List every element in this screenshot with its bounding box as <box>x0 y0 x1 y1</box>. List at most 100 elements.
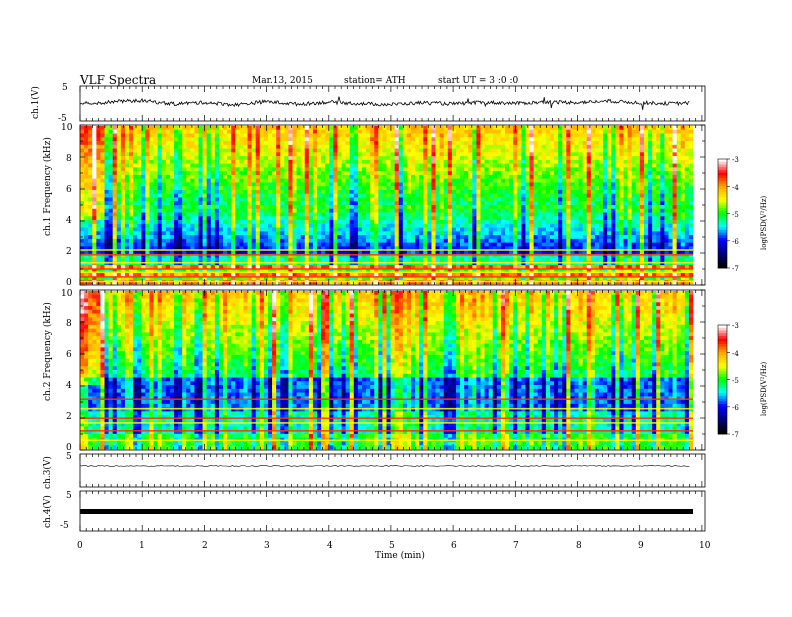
spectrogram-cell <box>415 223 420 228</box>
spectrogram-cell <box>206 193 212 198</box>
spectrogram-cell <box>386 171 391 176</box>
spectrogram-cell <box>627 137 632 142</box>
spectrogram-cell <box>554 246 559 251</box>
spectrogram-cell <box>472 171 477 176</box>
spectrogram-cell <box>570 126 575 131</box>
spectrogram-cell <box>231 156 236 161</box>
spectrogram-cell <box>366 186 371 191</box>
spectrogram-cell <box>439 220 445 225</box>
spectrogram-cell <box>337 212 342 217</box>
spectrogram-cell <box>157 167 163 172</box>
spectrogram-cell <box>259 129 265 134</box>
spectrogram-cell <box>88 156 93 161</box>
spectrogram-cell <box>198 126 203 131</box>
spectrogram-cell <box>664 137 669 142</box>
spectrogram-cell <box>586 231 592 236</box>
spectrogram-cell <box>615 171 620 176</box>
spectrogram-cell <box>263 148 269 153</box>
spectrogram-cell <box>284 223 289 228</box>
spectrogram-cell <box>194 144 199 149</box>
spectrogram-cell <box>173 178 179 183</box>
spectrogram-cell <box>321 137 326 142</box>
spectrogram-cell <box>460 238 465 243</box>
spectrogram-cell <box>206 126 212 131</box>
spectrogram-cell <box>153 148 158 153</box>
spectrogram-cell <box>296 242 301 247</box>
spectrogram-cell <box>386 208 391 213</box>
spectrogram-cell <box>496 205 502 210</box>
spectrogram-cell <box>672 212 677 217</box>
spectrogram-cell <box>672 171 677 176</box>
spectrogram-cell <box>472 167 477 172</box>
spectrogram-cell <box>84 156 89 161</box>
spectrogram-cell <box>537 133 543 138</box>
spectrogram-cell <box>337 163 342 168</box>
spectrogram-cell <box>382 212 387 217</box>
spectrogram-cell <box>235 133 240 138</box>
spectrogram-cell <box>108 133 113 138</box>
spectrogram-cell <box>141 126 146 131</box>
spectrogram-cell <box>370 197 375 202</box>
spectrogram-cell <box>394 238 400 243</box>
spectrogram-cell <box>451 208 457 213</box>
spectrogram-cell <box>357 212 363 217</box>
spectrogram-cell <box>464 205 469 210</box>
spectrogram-cell <box>267 156 273 161</box>
spectrogram-cell <box>120 205 126 210</box>
spectrogram-cell <box>341 171 346 176</box>
spectrogram-cell <box>680 235 686 240</box>
spectrogram-cell <box>263 246 269 251</box>
spectrogram-cell <box>541 231 547 236</box>
spectrogram-cell <box>599 205 604 210</box>
spectrogram-cell <box>558 197 563 202</box>
spectrogram-cell <box>451 156 457 161</box>
spectrogram-cell <box>169 216 175 221</box>
spectrogram-cell <box>272 163 277 168</box>
spectrogram-cell <box>460 137 465 142</box>
spectrogram-cell <box>341 148 346 153</box>
spectrogram-cell <box>537 212 543 217</box>
spectrogram-cell <box>202 250 207 255</box>
spectrogram-cell <box>198 197 203 202</box>
spectrogram-cell <box>464 201 469 206</box>
spectrogram-cell <box>562 126 567 131</box>
spectrogram-cell <box>623 141 628 146</box>
spectrogram-cell <box>570 242 575 247</box>
spectrogram-cell <box>357 171 363 176</box>
spectrogram-cell <box>676 186 682 191</box>
spectrogram-cell <box>80 152 85 157</box>
spectrogram-cell <box>378 189 383 195</box>
spectrogram-cell <box>235 171 240 176</box>
spectrogram-cell <box>656 208 661 213</box>
spectrogram-cell <box>374 235 379 240</box>
spectrogram-cell <box>223 178 228 183</box>
spectrogram-cell <box>660 231 665 236</box>
spectrogram-cell <box>366 238 371 243</box>
spectrogram-cell <box>353 167 359 172</box>
spectrogram-cell <box>594 137 600 142</box>
spectrogram-cell <box>435 182 440 187</box>
spectrogram-cell <box>218 246 224 251</box>
spectrogram-cell <box>680 126 686 131</box>
spectrogram-cell <box>165 144 171 149</box>
spectrogram-cell <box>427 238 432 243</box>
spectrogram-cell <box>190 208 195 213</box>
spectrogram-cell <box>124 212 130 217</box>
spectrogram-cell <box>505 152 510 157</box>
spectrogram-cell <box>361 246 367 251</box>
spectrogram-cell <box>541 246 547 251</box>
spectrogram-cell <box>648 171 653 176</box>
spectrogram-cell <box>558 126 563 131</box>
spectrogram-cell <box>648 246 653 251</box>
spectrogram-cell <box>312 171 318 176</box>
spectrogram-cell <box>255 201 261 206</box>
spectrogram-cell <box>406 208 412 213</box>
spectrogram-cell <box>345 167 351 172</box>
spectrogram-cell <box>247 220 252 225</box>
spectrogram-cell <box>688 242 694 247</box>
spectrogram-cell <box>210 250 216 255</box>
spectrogram-cell <box>366 174 371 179</box>
spectrogram-cell <box>603 220 608 225</box>
spectrogram-cell <box>435 238 440 243</box>
